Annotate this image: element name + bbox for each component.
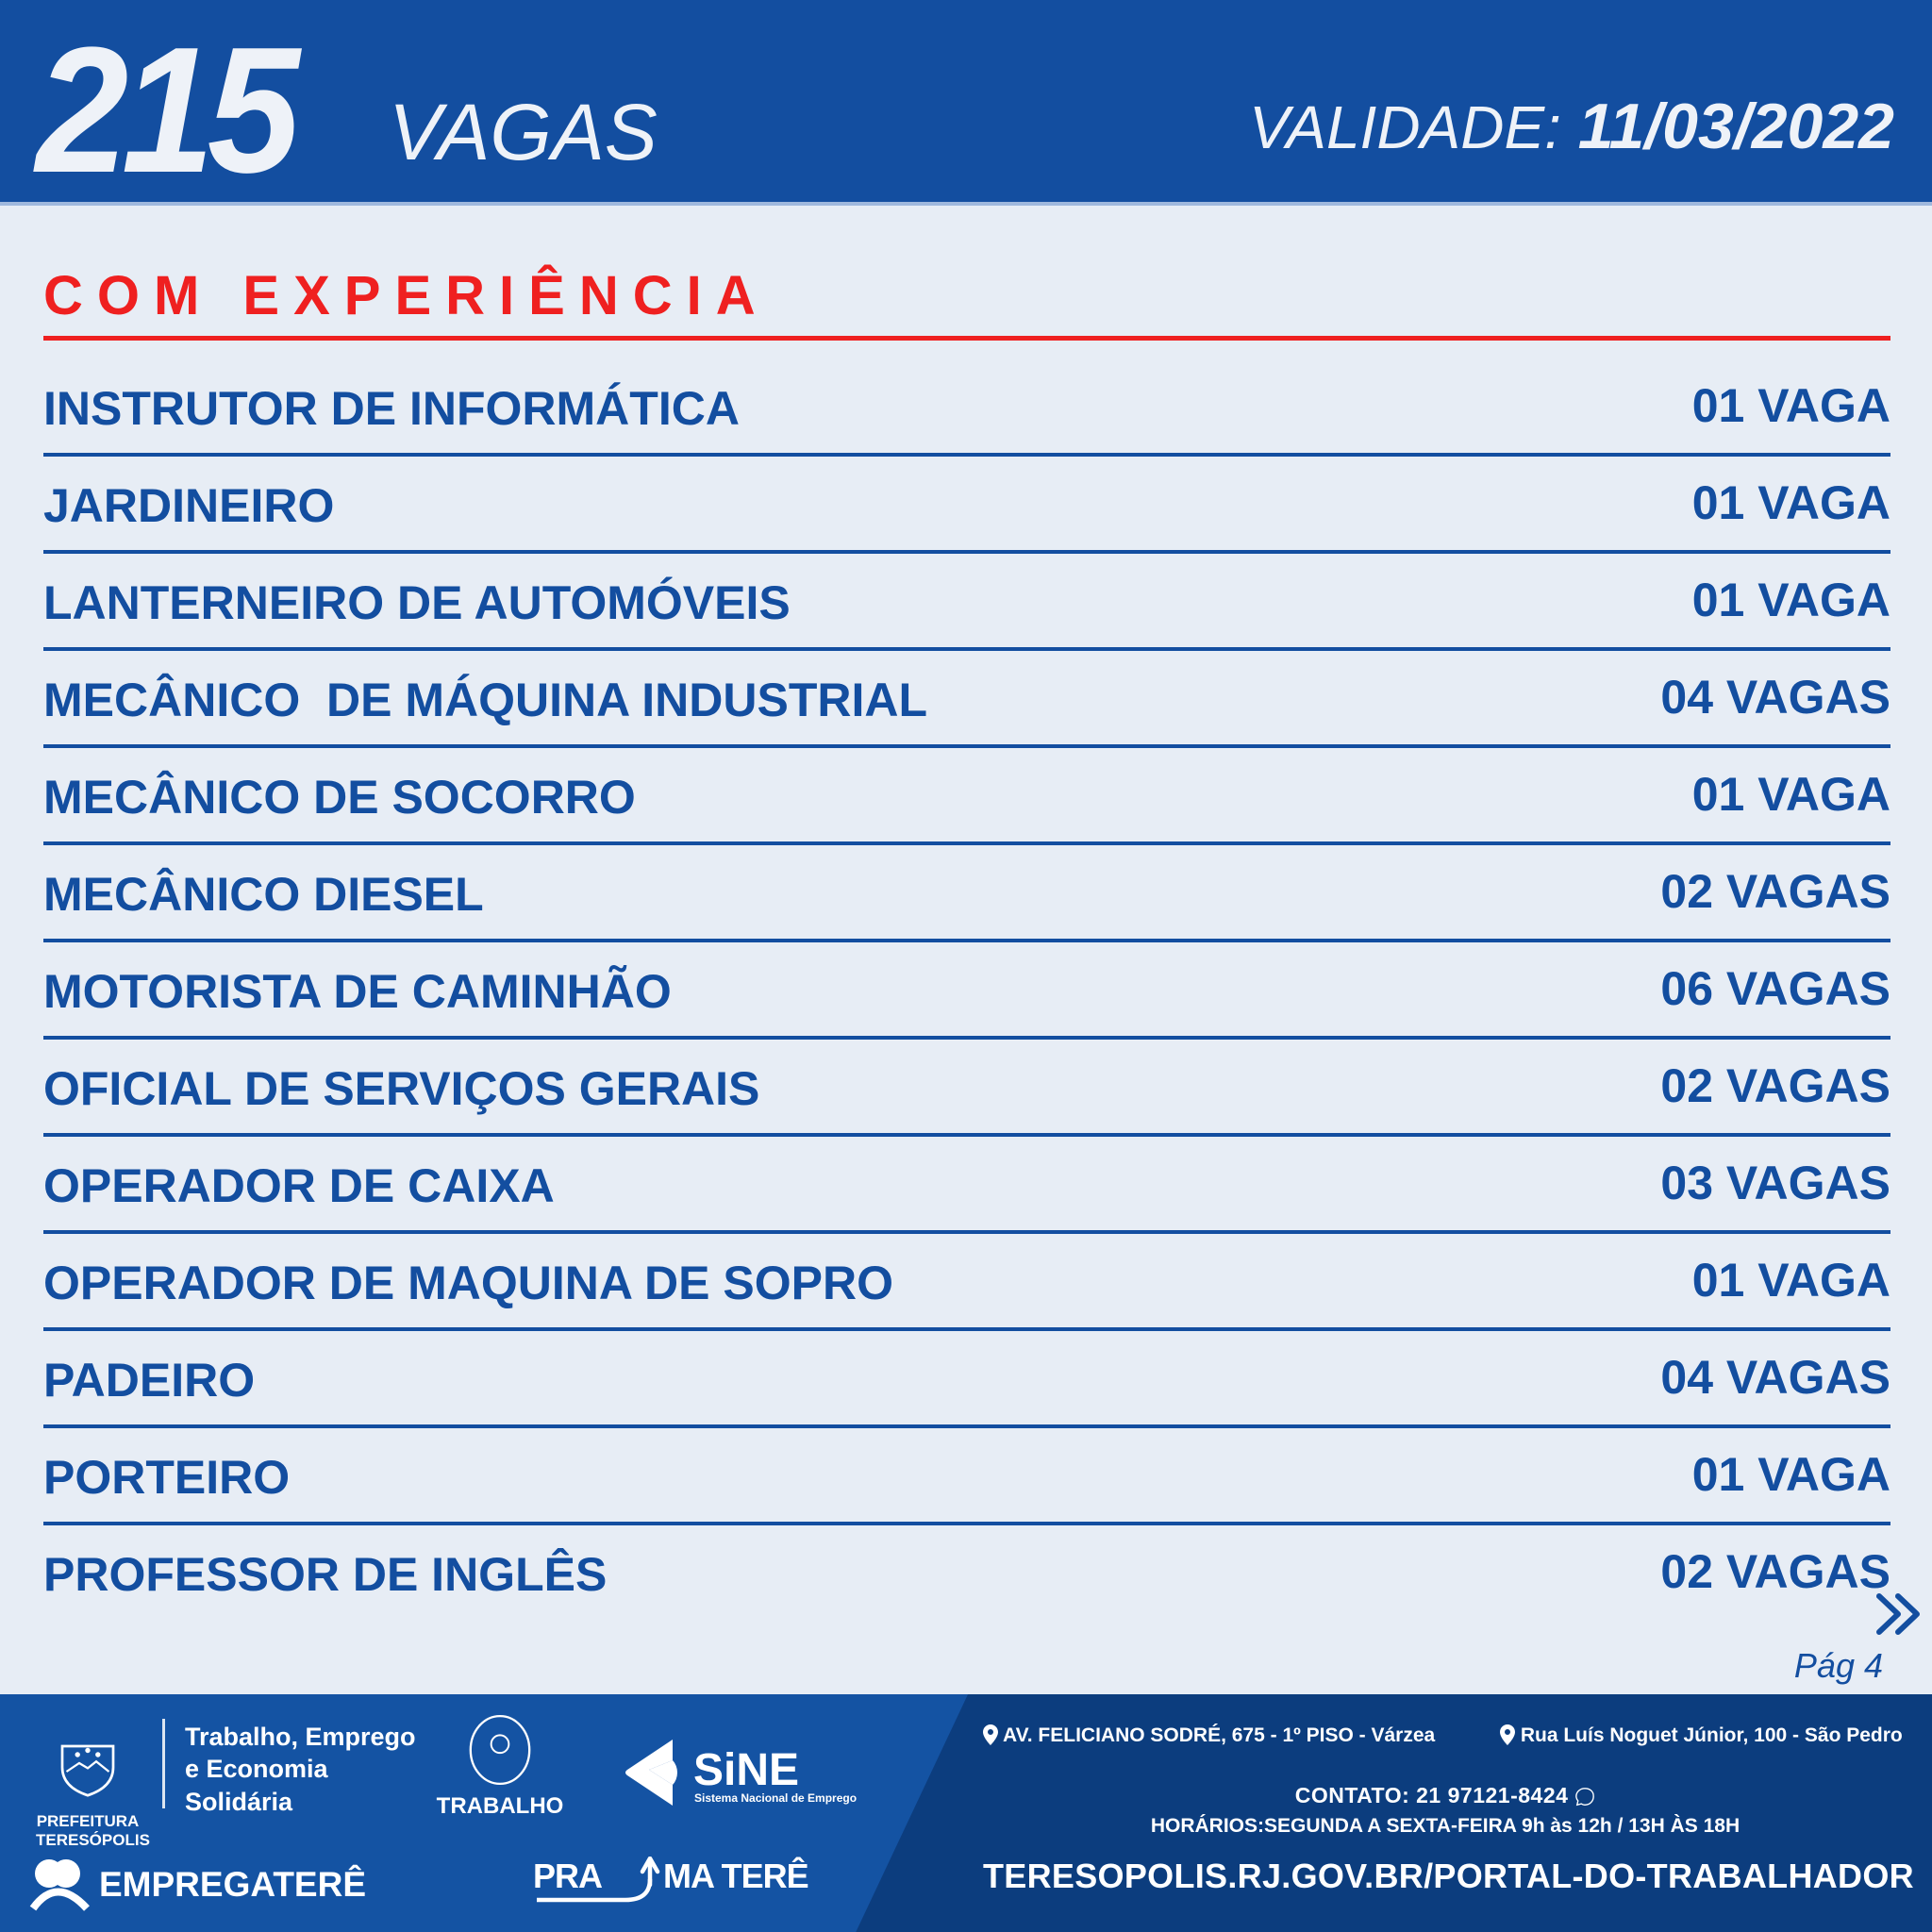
svg-text:SiNE: SiNE xyxy=(693,1745,799,1795)
svg-text:MA TERÊ: MA TERÊ xyxy=(663,1857,808,1895)
svg-text:Sistema Nacional de Emprego: Sistema Nacional de Emprego xyxy=(694,1791,857,1805)
svg-text:PRA: PRA xyxy=(533,1857,603,1895)
svg-text:EMPREGATERÊ: EMPREGATERÊ xyxy=(99,1864,366,1904)
